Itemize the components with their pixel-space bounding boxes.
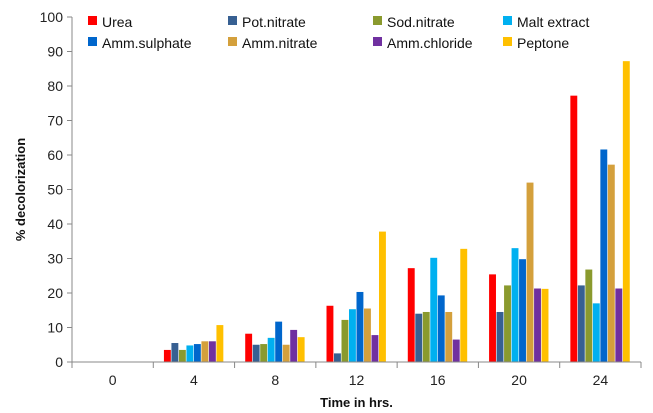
bar-amm-sulphate-4 (193, 344, 201, 362)
legend-swatch-peptone (503, 37, 512, 46)
bar-peptone-20 (541, 288, 549, 362)
legend-swatch-amm-nitrate (228, 37, 237, 46)
bar-pot-nitrate-4 (171, 343, 179, 362)
y-tick-label: 60 (47, 147, 63, 163)
bar-amm-chloride-24 (615, 288, 623, 362)
x-tick-label: 0 (109, 372, 117, 388)
legend-label: Amm.nitrate (242, 35, 318, 51)
legend-swatch-amm-sulphate (88, 37, 97, 46)
bar-peptone-8 (297, 337, 305, 362)
legend-label: Amm.chloride (387, 35, 473, 51)
bar-amm-nitrate-20 (526, 182, 534, 362)
legend-label: Urea (102, 14, 133, 30)
bar-peptone-24 (622, 61, 630, 362)
y-tick-label: 90 (47, 44, 63, 60)
x-tick-label: 8 (271, 372, 279, 388)
bar-urea-20 (489, 274, 496, 362)
bar-urea-4 (163, 349, 171, 362)
bar-urea-8 (245, 333, 253, 362)
bar-amm-nitrate-24 (607, 164, 615, 362)
y-tick-label: 40 (47, 216, 63, 232)
bar-sod-nitrate-12 (341, 319, 349, 362)
x-tick-label: 20 (511, 372, 527, 388)
bar-sod-nitrate-20 (504, 285, 511, 362)
bar-urea-16 (407, 268, 415, 362)
x-tick-label: 24 (593, 372, 609, 388)
y-tick-label: 50 (47, 182, 63, 198)
legend-label: Amm.sulphate (102, 35, 192, 51)
bar-amm-chloride-16 (452, 339, 460, 362)
bar-amm-nitrate-12 (364, 308, 371, 362)
bar-amm-chloride-4 (208, 341, 216, 362)
y-tick-label: 80 (47, 78, 63, 94)
y-tick-labels: 0 10 20 30 40 50 60 70 80 90 100 (40, 9, 64, 370)
bar-amm-sulphate-24 (600, 149, 608, 362)
y-tick-label: 70 (47, 113, 63, 129)
legend-label: Sod.nitrate (387, 14, 455, 30)
bar-amm-sulphate-20 (519, 259, 526, 362)
bar-malt-extract-8 (267, 337, 275, 362)
x-tick-labels: 0 4 8 12 16 20 24 (109, 372, 609, 388)
bar-pot-nitrate-8 (252, 344, 260, 362)
bar-amm-nitrate-8 (282, 344, 290, 362)
bar-amm-nitrate-16 (445, 311, 453, 362)
x-tick-label: 4 (190, 372, 198, 388)
bar-urea-24 (570, 95, 578, 362)
x-tick-label: 12 (349, 372, 365, 388)
x-axis-title: Time in hrs. (320, 395, 393, 410)
y-tick-label: 20 (47, 285, 63, 301)
bar-amm-sulphate-8 (275, 321, 283, 362)
bar-malt-extract-4 (186, 345, 194, 362)
bar-amm-chloride-20 (534, 288, 541, 362)
bar-pot-nitrate-24 (577, 285, 585, 362)
legend: Urea Pot.nitrate Sod.nitrate Malt extract Am… (88, 14, 589, 51)
legend-swatch-malt-extract (503, 16, 512, 25)
legend-label: Malt extract (517, 14, 589, 30)
bar-urea-12 (326, 305, 334, 362)
y-tick-label: 10 (47, 320, 63, 336)
bar-amm-chloride-12 (371, 335, 379, 362)
x-tick-label: 16 (430, 372, 446, 388)
bar-pot-nitrate-16 (415, 313, 423, 362)
legend-label: Peptone (517, 35, 569, 51)
bar-peptone-12 (379, 231, 386, 362)
bar-amm-sulphate-12 (356, 291, 364, 362)
y-tick-label: 0 (55, 354, 63, 370)
bar-amm-sulphate-16 (437, 295, 445, 362)
y-tick-label: 30 (47, 251, 63, 267)
bar-amm-chloride-8 (290, 329, 298, 362)
bar-pot-nitrate-12 (334, 353, 341, 363)
legend-swatch-amm-chloride (373, 37, 382, 46)
y-axis-title: % decolorization (13, 138, 28, 241)
bars-group (163, 61, 630, 363)
legend-swatch-urea (88, 16, 97, 25)
bar-malt-extract-12 (349, 309, 356, 362)
bar-peptone-4 (216, 325, 224, 362)
legend-swatch-pot-nitrate (228, 16, 237, 25)
bar-pot-nitrate-20 (496, 311, 504, 362)
bar-sod-nitrate-8 (260, 344, 268, 362)
bar-sod-nitrate-4 (178, 349, 186, 362)
axes-group (67, 16, 642, 368)
y-tick-label: 100 (40, 9, 64, 25)
bar-amm-nitrate-4 (201, 341, 209, 362)
bar-malt-extract-24 (592, 303, 600, 362)
legend-swatch-sod-nitrate (373, 16, 382, 25)
bar-peptone-16 (460, 248, 468, 362)
bar-sod-nitrate-24 (585, 269, 593, 362)
bar-sod-nitrate-16 (422, 311, 430, 362)
bar-malt-extract-20 (511, 248, 519, 362)
legend-label: Pot.nitrate (242, 14, 306, 30)
bar-malt-extract-16 (430, 257, 438, 362)
